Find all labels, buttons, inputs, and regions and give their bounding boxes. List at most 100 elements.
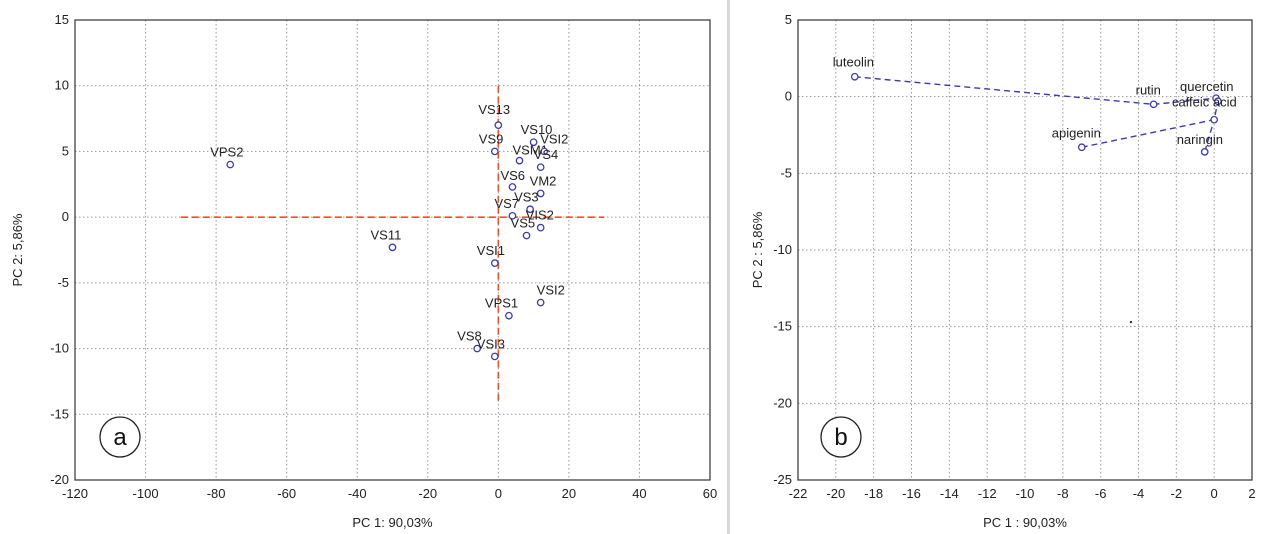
x-axis-label: PC 1: 90,03%: [352, 515, 433, 530]
data-point-label: VSM1: [513, 143, 548, 158]
data-point-label: VM2: [530, 173, 557, 188]
data-point-label: VPS1: [485, 296, 518, 311]
data-point-label: VS4: [534, 147, 559, 162]
y-tick-label: -10: [773, 242, 792, 257]
y-tick-label: 10: [55, 78, 69, 93]
panel-badge: [820, 416, 862, 458]
x-tick-label: 60: [703, 486, 717, 501]
data-point: [515, 156, 524, 165]
x-tick-label: -2: [1171, 486, 1183, 501]
plot-frame: [797, 19, 1253, 481]
data-point: [490, 259, 499, 267]
x-tick-label: 2: [1248, 486, 1255, 501]
x-tick-label: -14: [940, 486, 959, 501]
data-point: [494, 121, 503, 129]
plot-frame: [74, 19, 711, 481]
y-tick-label: -15: [773, 319, 792, 334]
data-point-label: VS10: [521, 122, 553, 137]
chart-panel-a: -120 -100 -80 -60 -40 -20 0 20 40 60 -20 -15 -10 -5 0 5…: [10, 12, 718, 530]
data-point: [526, 205, 534, 214]
x-tick-label: -6: [1095, 486, 1107, 501]
data-point: [536, 298, 545, 307]
data-point-label: VSI3: [477, 336, 505, 351]
y-axis-label: PC 2 : 5,86%: [750, 211, 765, 288]
x-tick-label: -8: [1057, 486, 1069, 501]
data-point-label: luteolin: [833, 55, 874, 70]
panel-badge-label: a: [113, 424, 127, 451]
data-point: [1077, 143, 1086, 152]
data-point-label: VS11: [371, 227, 402, 242]
data-point-label: VPS2: [210, 145, 243, 160]
x-tick-label: -4: [1133, 486, 1145, 501]
y-tick-label: 0: [62, 209, 69, 224]
x-tick-label: 20: [562, 486, 576, 501]
data-point: [536, 189, 545, 198]
x-tick-label: 0: [495, 486, 502, 501]
y-tick-label: -5: [780, 165, 792, 180]
x-tick-label: 0: [1211, 486, 1218, 501]
data-point-label: VIS2: [526, 208, 554, 223]
data-point-label: VS8: [457, 329, 482, 344]
y-tick-label: -20: [50, 472, 69, 487]
data-point-label: VS9: [479, 131, 504, 146]
data-point: [850, 72, 859, 81]
data-point-label: VS5: [511, 216, 536, 231]
data-point: [490, 352, 499, 361]
data-point: [226, 160, 235, 169]
x-tick-label: -20: [418, 486, 437, 501]
x-tick-label: -60: [277, 486, 296, 501]
y-tick-label: -10: [50, 341, 69, 356]
panel-divider: [727, 0, 730, 534]
stray-dot: [1129, 320, 1133, 324]
data-point-label: VS3: [514, 189, 539, 204]
x-tick-label: -10: [1016, 486, 1035, 501]
data-point-label: VSI2: [540, 131, 568, 146]
data-point: [490, 147, 499, 156]
data-point: [1214, 97, 1222, 106]
y-tick-label: -5: [57, 275, 69, 290]
data-point-label: quercetin: [1180, 79, 1233, 94]
data-point-label: naringin: [1177, 132, 1223, 147]
pca-loadings-plot: -22 -20 -18 -16 -14 -12 -10 -8 -6 -4 -2 0 2-25-20-15…: [750, 12, 1256, 530]
data-point: [522, 231, 531, 240]
x-tick-label: -22: [789, 486, 808, 501]
y-tick-label: 5: [785, 12, 792, 27]
y-tick-label: -15: [50, 406, 69, 421]
loading-connector: [1204, 119, 1215, 153]
data-point: [388, 243, 397, 252]
x-tick-label: -20: [826, 486, 845, 501]
panel-badge-label: b: [834, 424, 847, 451]
data-point: [505, 311, 513, 320]
pca-scores-plot: -120 -100 -80 -60 -40 -20 0 20 40 60 -20 -15 -10 -5 0 5…: [10, 12, 717, 530]
data-point-label: VSI1: [477, 243, 505, 258]
y-tick-label: -20: [773, 395, 792, 410]
data-point: [508, 183, 517, 191]
data-point: [536, 223, 545, 232]
loading-connector: [854, 76, 1217, 106]
data-point-label: VS13: [478, 102, 510, 117]
chart-panel-b: -22 -20 -18 -16 -14 -12 -10 -8 -6 -4 -2 0 2 -25 -20 -15…: [740, 0, 1279, 534]
y-tick-label: 5: [62, 143, 69, 158]
y-axis-label: PC 2: 5,86%: [10, 213, 25, 286]
data-point: [1210, 115, 1219, 124]
data-point: [1149, 100, 1158, 109]
x-tick-label: -12: [978, 486, 997, 501]
data-point: [540, 147, 549, 156]
data-point: [508, 211, 517, 220]
data-point: [536, 163, 545, 172]
x-tick-label: -18: [864, 486, 883, 501]
y-tick-label: 0: [785, 89, 792, 104]
x-tick-label: 40: [632, 486, 646, 501]
data-point-label: VS7: [494, 196, 519, 211]
data-point: [473, 344, 482, 353]
x-tick-label: -40: [348, 486, 367, 501]
x-tick-label: -120: [62, 486, 88, 501]
y-tick-label: 15: [55, 12, 69, 27]
x-tick-label: -80: [207, 486, 226, 501]
data-point-label: apigenin: [1052, 125, 1101, 140]
data-point: [1200, 148, 1209, 156]
x-tick-label: -100: [133, 486, 159, 501]
data-point: [529, 138, 538, 147]
data-point-label: rutin: [1136, 82, 1161, 97]
y-tick-label: -25: [773, 472, 792, 487]
